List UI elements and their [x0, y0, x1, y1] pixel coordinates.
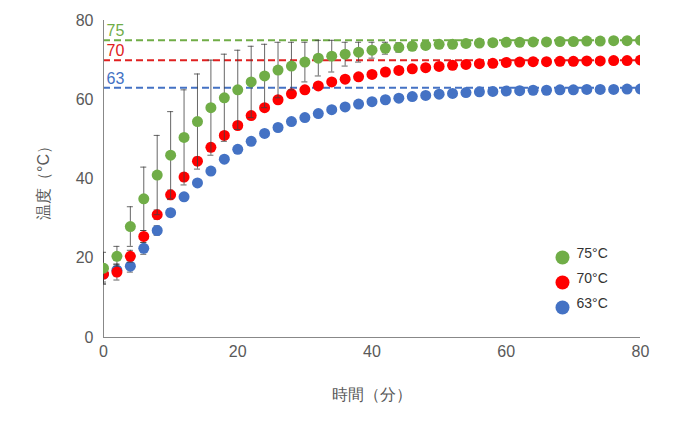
svg-text:60: 60	[76, 91, 94, 108]
svg-text:63: 63	[107, 70, 125, 87]
svg-text:時間（分）: 時間（分）	[332, 386, 412, 403]
svg-text:40: 40	[363, 343, 381, 360]
svg-text:80: 80	[632, 343, 650, 360]
svg-text:75°C: 75°C	[577, 245, 608, 261]
svg-text:温度（°C）: 温度（°C）	[35, 138, 52, 220]
svg-text:70: 70	[107, 42, 125, 59]
svg-text:60: 60	[497, 343, 515, 360]
svg-text:20: 20	[229, 343, 247, 360]
svg-text:40: 40	[76, 170, 94, 187]
svg-text:80: 80	[76, 12, 94, 29]
svg-text:75: 75	[107, 22, 125, 39]
svg-text:63°C: 63°C	[577, 295, 608, 311]
svg-text:0: 0	[85, 329, 94, 346]
svg-text:0: 0	[99, 343, 108, 360]
svg-text:70°C: 70°C	[577, 270, 608, 286]
svg-text:20: 20	[76, 249, 94, 266]
